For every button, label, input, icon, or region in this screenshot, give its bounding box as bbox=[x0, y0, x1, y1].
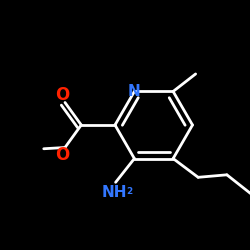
Text: $\mathregular{_2}$: $\mathregular{_2}$ bbox=[126, 184, 133, 197]
Text: NH: NH bbox=[102, 185, 127, 200]
Text: O: O bbox=[55, 146, 69, 164]
Text: O: O bbox=[55, 86, 69, 104]
Text: N: N bbox=[128, 84, 141, 99]
